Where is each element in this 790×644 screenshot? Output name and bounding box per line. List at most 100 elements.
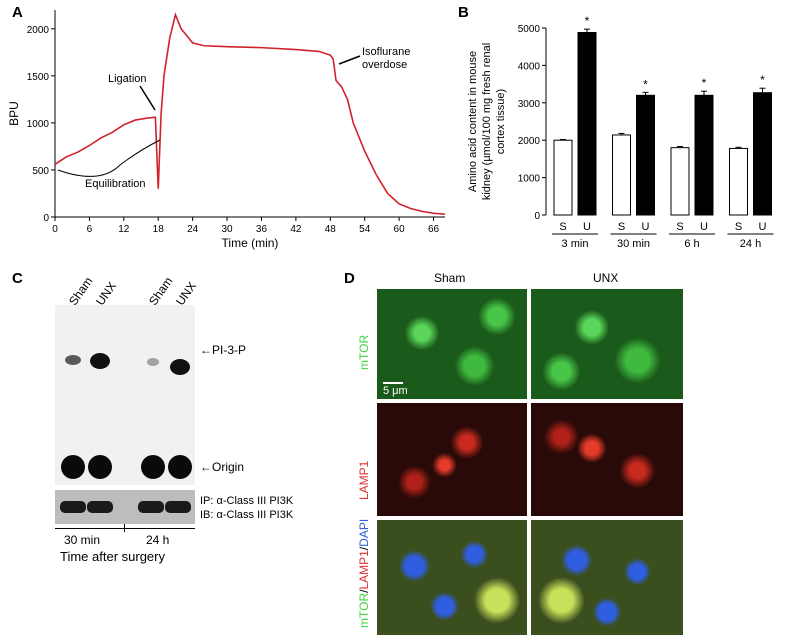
bar-S-0 <box>553 139 573 216</box>
b-y-tick-label: 1000 <box>518 174 541 185</box>
x-tick-label: 24 <box>187 224 199 235</box>
y-tick-label: 0 <box>43 213 49 224</box>
band-pi3p-unx-30min <box>90 353 110 369</box>
band-label-origin-text: Origin <box>212 460 245 474</box>
x-tick-label: 12 <box>118 224 130 235</box>
bar-label-S-0: S <box>559 221 566 233</box>
significance-2: * <box>702 76 707 90</box>
x-tick-label: 30 <box>221 224 233 235</box>
x-tick-label: 36 <box>256 224 268 235</box>
micrograph-merge-sham <box>377 520 527 635</box>
b-y-tick-label: 3000 <box>518 99 541 110</box>
y-axis-label: BPU <box>7 101 21 126</box>
annotation-equilibration: Equilibration <box>85 178 146 190</box>
bar-S-3 <box>729 147 748 216</box>
x-axis-label: Time (min) <box>222 236 279 250</box>
group-label-3: 24 h <box>740 238 761 250</box>
blot-bands <box>61 353 192 479</box>
lane-label-sham-2: Sham <box>146 274 176 309</box>
band-pi3p-sham-30min <box>65 355 81 365</box>
merge-part-mtor: mTOR <box>357 592 371 628</box>
ib-label: IB: α-Class III PI3K <box>200 509 294 521</box>
annotation-isoflurane-line2: overdose <box>362 59 407 71</box>
equilibration-brace <box>57 139 161 177</box>
significance-1: * <box>643 77 648 91</box>
band-pi3p-sham-24h <box>147 358 159 366</box>
merge-part-slash-2: / <box>357 546 371 551</box>
b-y-axis-label: cortex tissue) <box>495 89 507 154</box>
timepoint-30min: 30 min <box>64 533 101 547</box>
micrograph-lamp1-unx <box>531 403 683 516</box>
b-y-tick-label: 2000 <box>518 136 541 147</box>
strip-band-4 <box>165 501 191 513</box>
b-y-axis-label: kidney (µmol/100 mg fresh renal <box>481 43 493 200</box>
blot-autoradiograph <box>55 305 195 485</box>
micrograph-merge-unx <box>531 520 683 635</box>
amino-acid-bar-chart: 0 1000 2000 3000 4000 5000 Amino acid content … <box>467 14 774 250</box>
significance-0: * <box>585 14 590 28</box>
group-label-1: 30 min <box>617 238 650 250</box>
bar-U-1 <box>636 94 655 216</box>
strip-band-1 <box>60 501 86 513</box>
timepoint-underline <box>55 528 195 529</box>
band-label-origin: ←Origin <box>200 460 245 474</box>
x-tick-label: 48 <box>325 224 337 235</box>
bar-label-U-2: U <box>700 221 708 233</box>
blot-loading-strip <box>55 490 195 524</box>
bar-S-1 <box>612 134 631 216</box>
strip-bands <box>60 501 191 513</box>
bar-U-2 <box>694 94 714 216</box>
merge-part-slash-1: / <box>357 589 371 593</box>
panel-d-label: D <box>344 270 355 287</box>
timepoint-divider <box>124 524 125 532</box>
group-label-0: 3 min <box>562 238 589 250</box>
annotation-ligation: Ligation <box>108 73 147 85</box>
x-tick-label: 60 <box>394 224 406 235</box>
band-origin-4 <box>168 455 192 479</box>
panel-b-label: B <box>458 4 469 21</box>
bar-label-U-0: U <box>583 221 591 233</box>
y-tick-label: 1500 <box>27 72 50 83</box>
bpu-line-chart: 0 500 1000 1500 2000 0 6 12 18 24 30 36 42 48 54 60 66 Ti… <box>7 10 446 250</box>
y-tick-label: 1000 <box>27 119 50 130</box>
scale-bar-label: 5 μm <box>383 385 408 397</box>
scale-bar <box>383 382 403 384</box>
y-tick-label: 500 <box>32 166 49 177</box>
ligation-arrow <box>139 85 156 111</box>
bar-S-2 <box>670 147 690 216</box>
column-label-sham: Sham <box>434 271 466 285</box>
bpu-series-line <box>54 12 446 215</box>
annotation-isoflurane-line1: Isoflurane <box>362 46 410 58</box>
ip-label: IP: α-Class III PI3K <box>200 495 294 507</box>
y-tick-label: 2000 <box>27 25 50 36</box>
micrograph-lamp1-sham <box>377 403 527 516</box>
lane-label-unx-2: UNX <box>173 279 200 309</box>
bar-label-S-3: S <box>735 221 742 233</box>
group-label-2: 6 h <box>684 238 699 250</box>
x-tick-label: 42 <box>290 224 302 235</box>
row-label-merge: mTOR/LAMP1/DAPI <box>357 519 371 628</box>
band-origin-2 <box>88 455 112 479</box>
panel-c-label: C <box>12 270 23 287</box>
x-tick-label: 66 <box>428 224 440 235</box>
strip-band-3 <box>138 501 164 513</box>
bar-U-0 <box>577 31 597 216</box>
band-origin-1 <box>61 455 85 479</box>
row-label-mtor: mTOR <box>357 334 371 370</box>
merge-part-lamp1: LAMP1 <box>357 550 371 590</box>
b-y-axis-label: Amino acid content in mouse <box>467 51 479 192</box>
band-origin-3 <box>141 455 165 479</box>
bar-label-S-1: S <box>618 221 625 233</box>
bar-U-3 <box>753 92 772 216</box>
b-y-tick-label: 5000 <box>518 24 541 35</box>
b-y-tick-label: 0 <box>534 211 540 222</box>
bar-label-U-1: U <box>642 221 650 233</box>
band-pi3p-unx-24h <box>170 359 190 375</box>
b-y-tick-label: 4000 <box>518 61 541 72</box>
column-label-unx: UNX <box>593 271 619 285</box>
micrograph-mtor-sham <box>377 289 527 399</box>
lane-label-sham-1: Sham <box>66 274 96 309</box>
x-tick-label: 6 <box>87 224 93 235</box>
micrograph-mtor-unx <box>531 289 683 399</box>
bar-label-S-2: S <box>676 221 683 233</box>
